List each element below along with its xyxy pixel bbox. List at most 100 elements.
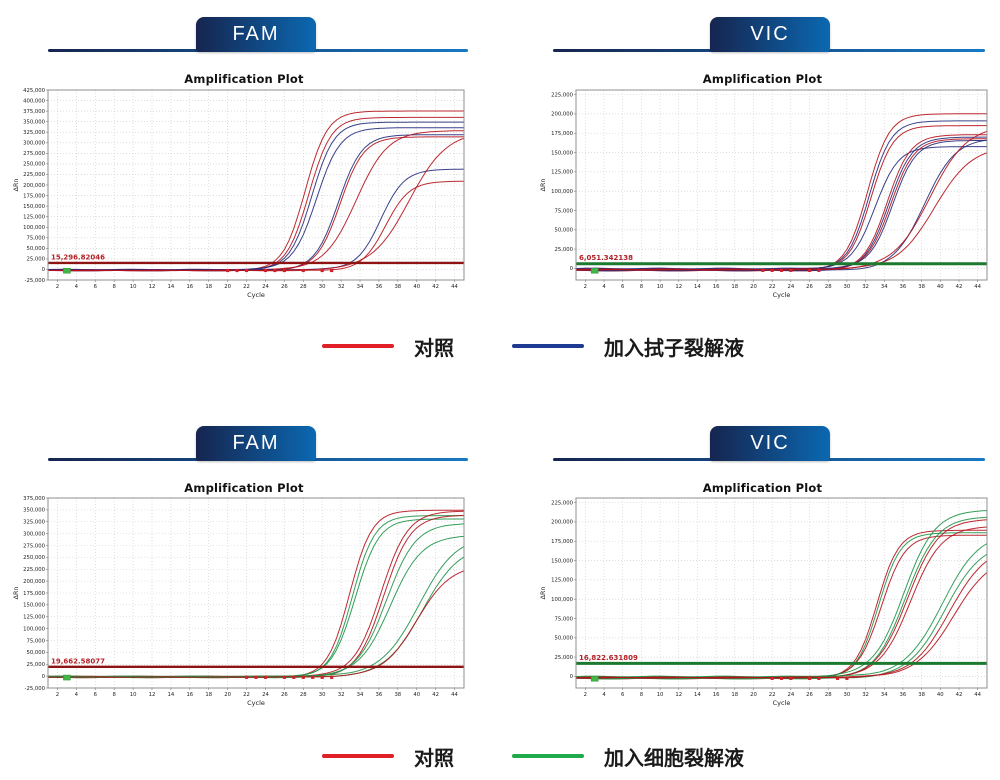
svg-text:25,000: 25,000: [26, 257, 45, 263]
svg-text:22: 22: [769, 284, 776, 290]
red-square-marker: [770, 676, 774, 680]
svg-text:28: 28: [300, 284, 307, 290]
chart-title-fam-top: Amplification Plot: [184, 72, 304, 86]
baseline-markers: [590, 267, 821, 274]
svg-text:28: 28: [300, 692, 307, 698]
svg-text:22: 22: [769, 692, 776, 698]
threshold-value-label: 19,662.58077: [51, 657, 105, 665]
x-axis-label: Cycle: [773, 699, 791, 707]
svg-text:2: 2: [56, 284, 59, 290]
svg-text:-25,000: -25,000: [25, 278, 46, 284]
red-square-marker: [311, 675, 315, 679]
red-square-marker: [330, 268, 334, 273]
svg-text:125,000: 125,000: [23, 615, 46, 621]
svg-text:150,000: 150,000: [551, 150, 574, 156]
svg-text:42: 42: [432, 692, 439, 698]
legend-label-control-2: 对照: [414, 747, 454, 770]
svg-text:100,000: 100,000: [23, 225, 46, 231]
svg-text:250,000: 250,000: [23, 162, 46, 168]
svg-text:20: 20: [750, 692, 757, 698]
svg-text:100,000: 100,000: [551, 189, 574, 195]
svg-text:40: 40: [413, 692, 420, 698]
baseline-markers: [63, 267, 334, 274]
x-axis-label: Cycle: [247, 699, 265, 707]
svg-text:275,000: 275,000: [23, 151, 46, 157]
green-square-marker: [63, 267, 71, 274]
svg-text:300,000: 300,000: [23, 141, 46, 147]
legend-item-cell-lysis: 加入细胞裂解液: [512, 742, 744, 771]
curve: [48, 137, 464, 271]
svg-text:38: 38: [918, 692, 925, 698]
svg-text:6: 6: [621, 284, 625, 290]
green-square-marker: [590, 267, 599, 274]
legend-row-cell: 对照 加入细胞裂解液: [322, 742, 744, 770]
svg-text:225,000: 225,000: [551, 92, 574, 98]
svg-text:26: 26: [806, 692, 813, 698]
curve: [576, 543, 987, 678]
svg-text:225,000: 225,000: [23, 567, 46, 573]
svg-text:350,000: 350,000: [23, 119, 46, 125]
svg-text:150,000: 150,000: [551, 558, 574, 564]
svg-text:200,000: 200,000: [551, 520, 574, 526]
svg-text:50,000: 50,000: [554, 228, 573, 234]
svg-text:24: 24: [262, 284, 269, 290]
svg-text:200,000: 200,000: [23, 579, 46, 585]
svg-text:26: 26: [806, 284, 813, 290]
svg-text:26: 26: [281, 284, 288, 290]
svg-text:38: 38: [918, 284, 925, 290]
svg-text:30: 30: [844, 692, 851, 698]
svg-text:14: 14: [694, 284, 701, 290]
red-square-marker: [282, 268, 286, 273]
svg-text:75,000: 75,000: [554, 616, 573, 622]
svg-text:16: 16: [186, 284, 193, 290]
red-square-marker: [761, 268, 765, 272]
svg-text:225,000: 225,000: [551, 500, 574, 506]
svg-text:25,000: 25,000: [26, 662, 45, 668]
svg-text:325,000: 325,000: [23, 520, 46, 526]
svg-text:22: 22: [243, 284, 250, 290]
svg-text:175,000: 175,000: [23, 591, 46, 597]
legend-label-cell-lysis: 加入细胞裂解液: [604, 747, 744, 770]
threshold-value-label: 15,296.82046: [51, 253, 105, 261]
svg-text:0: 0: [570, 266, 574, 272]
svg-text:4: 4: [75, 692, 79, 698]
red-square-marker: [807, 676, 812, 680]
red-square-marker: [244, 675, 249, 679]
svg-text:42: 42: [956, 692, 963, 698]
svg-text:375,000: 375,000: [23, 109, 46, 115]
svg-text:225,000: 225,000: [23, 172, 46, 178]
svg-text:16: 16: [186, 692, 193, 698]
svg-text:25,000: 25,000: [554, 655, 573, 661]
legend-line-green: [512, 754, 584, 758]
red-square-marker: [835, 676, 840, 680]
green-square-marker: [63, 674, 71, 681]
svg-text:4: 4: [75, 284, 79, 290]
svg-text:44: 44: [974, 692, 981, 698]
svg-text:12: 12: [675, 284, 682, 290]
svg-text:26: 26: [281, 692, 288, 698]
legend-line-red: [322, 344, 394, 348]
svg-text:10: 10: [130, 692, 137, 698]
svg-text:14: 14: [168, 692, 175, 698]
svg-text:250,000: 250,000: [23, 555, 46, 561]
red-square-marker: [254, 675, 258, 679]
threshold-value-label: 16,822.631809: [579, 654, 638, 662]
svg-text:300,000: 300,000: [23, 531, 46, 537]
svg-text:325,000: 325,000: [23, 130, 46, 136]
svg-text:34: 34: [881, 692, 888, 698]
svg-text:6: 6: [94, 284, 98, 290]
x-axis-tick-labels: 2 4 6 8 10 12 14 16 18 20 22 24 26 28 30 32 34 36 38 40 42 44: [56, 692, 459, 698]
baseline-markers: [63, 674, 334, 681]
y-axis-label: ΔRn: [13, 179, 20, 192]
svg-text:0: 0: [42, 674, 46, 680]
svg-text:20: 20: [224, 284, 231, 290]
y-axis-tick-labels: -25,000 0 25,000 50,000 75,000 100,000 125,000…: [23, 496, 46, 692]
svg-text:14: 14: [168, 284, 175, 290]
svg-text:2: 2: [584, 692, 587, 698]
x-axis-label: Cycle: [773, 291, 791, 299]
svg-text:28: 28: [825, 284, 832, 290]
svg-text:36: 36: [900, 692, 907, 698]
red-square-marker: [320, 268, 324, 273]
red-square-marker: [817, 268, 821, 272]
svg-text:34: 34: [357, 692, 364, 698]
